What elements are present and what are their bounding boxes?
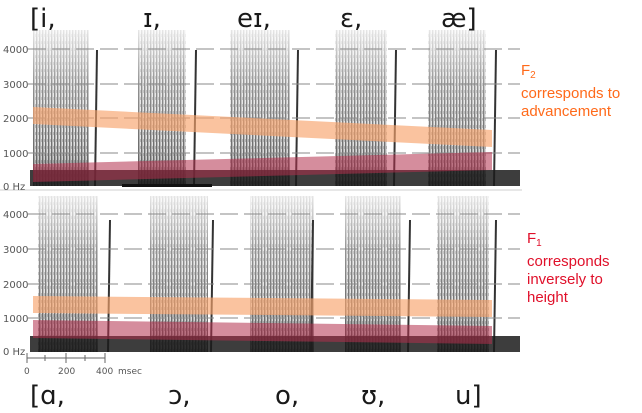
tick-0hz: 0 Hz <box>3 347 25 358</box>
tick-1000: 1000 <box>3 149 28 160</box>
bottom-f1-band <box>33 320 492 344</box>
top-f1-band <box>33 152 492 182</box>
f1-line1: corresponds <box>527 253 610 270</box>
f2-line2: advancement <box>521 103 612 120</box>
top-spectrogram-panel <box>0 30 522 191</box>
top-frequency-labels: 4000 3000 2000 1000 0 Hz <box>3 45 28 193</box>
time-tick-200: 200 <box>58 367 75 377</box>
f2-line1: corresponds to <box>521 85 621 102</box>
tick-2000: 2000 <box>3 280 28 291</box>
vowel-label-o: o, <box>275 381 300 411</box>
vowel-label-ɛ: ɛ, <box>340 4 363 34</box>
tick-4000: 4000 <box>3 210 28 221</box>
f2-subscript: 2 <box>530 70 536 81</box>
tick-3000: 3000 <box>3 80 28 91</box>
bottom-f2-band <box>33 296 492 317</box>
vowel-label-ɪ: ɪ, <box>143 4 161 34</box>
top-f2-band <box>33 107 492 147</box>
time-scale-axis <box>26 353 106 363</box>
f2-symbol: F <box>521 62 531 79</box>
tick-4000: 4000 <box>3 45 28 56</box>
bottom-spectrogram-panel <box>26 196 520 363</box>
vowel-label-ɔ: ɔ, <box>168 381 191 411</box>
vowel-label-æ: æ] <box>441 4 477 34</box>
f1-line3: height <box>527 289 568 306</box>
time-unit: msec <box>118 367 142 377</box>
tick-1000: 1000 <box>3 314 28 325</box>
vowel-label-u: u] <box>455 381 482 411</box>
time-tick-400: 400 <box>96 367 113 377</box>
tick-3000: 3000 <box>3 245 28 256</box>
f1-line2: inversely to <box>527 271 603 288</box>
f1-symbol: F <box>527 230 537 247</box>
time-scale-labels: 0 200 400 msec <box>24 367 142 377</box>
bottom-frequency-labels: 4000 3000 2000 1000 0 Hz <box>3 210 28 358</box>
vowel-label-i: [i, <box>30 4 56 34</box>
f2-annotation: F2 corresponds to advancement <box>521 62 620 121</box>
vowel-label-ɑ: [ɑ, <box>30 381 65 411</box>
vowel-label-eɪ: eɪ, <box>237 4 271 34</box>
f1-subscript: 1 <box>536 238 542 249</box>
time-tick-0: 0 <box>24 367 30 377</box>
tick-0hz: 0 Hz <box>3 182 25 193</box>
f1-annotation: F1 corresponds inversely to height <box>527 230 610 307</box>
vowel-label-ʊ: ʊ, <box>361 381 386 411</box>
tick-2000: 2000 <box>3 114 28 125</box>
